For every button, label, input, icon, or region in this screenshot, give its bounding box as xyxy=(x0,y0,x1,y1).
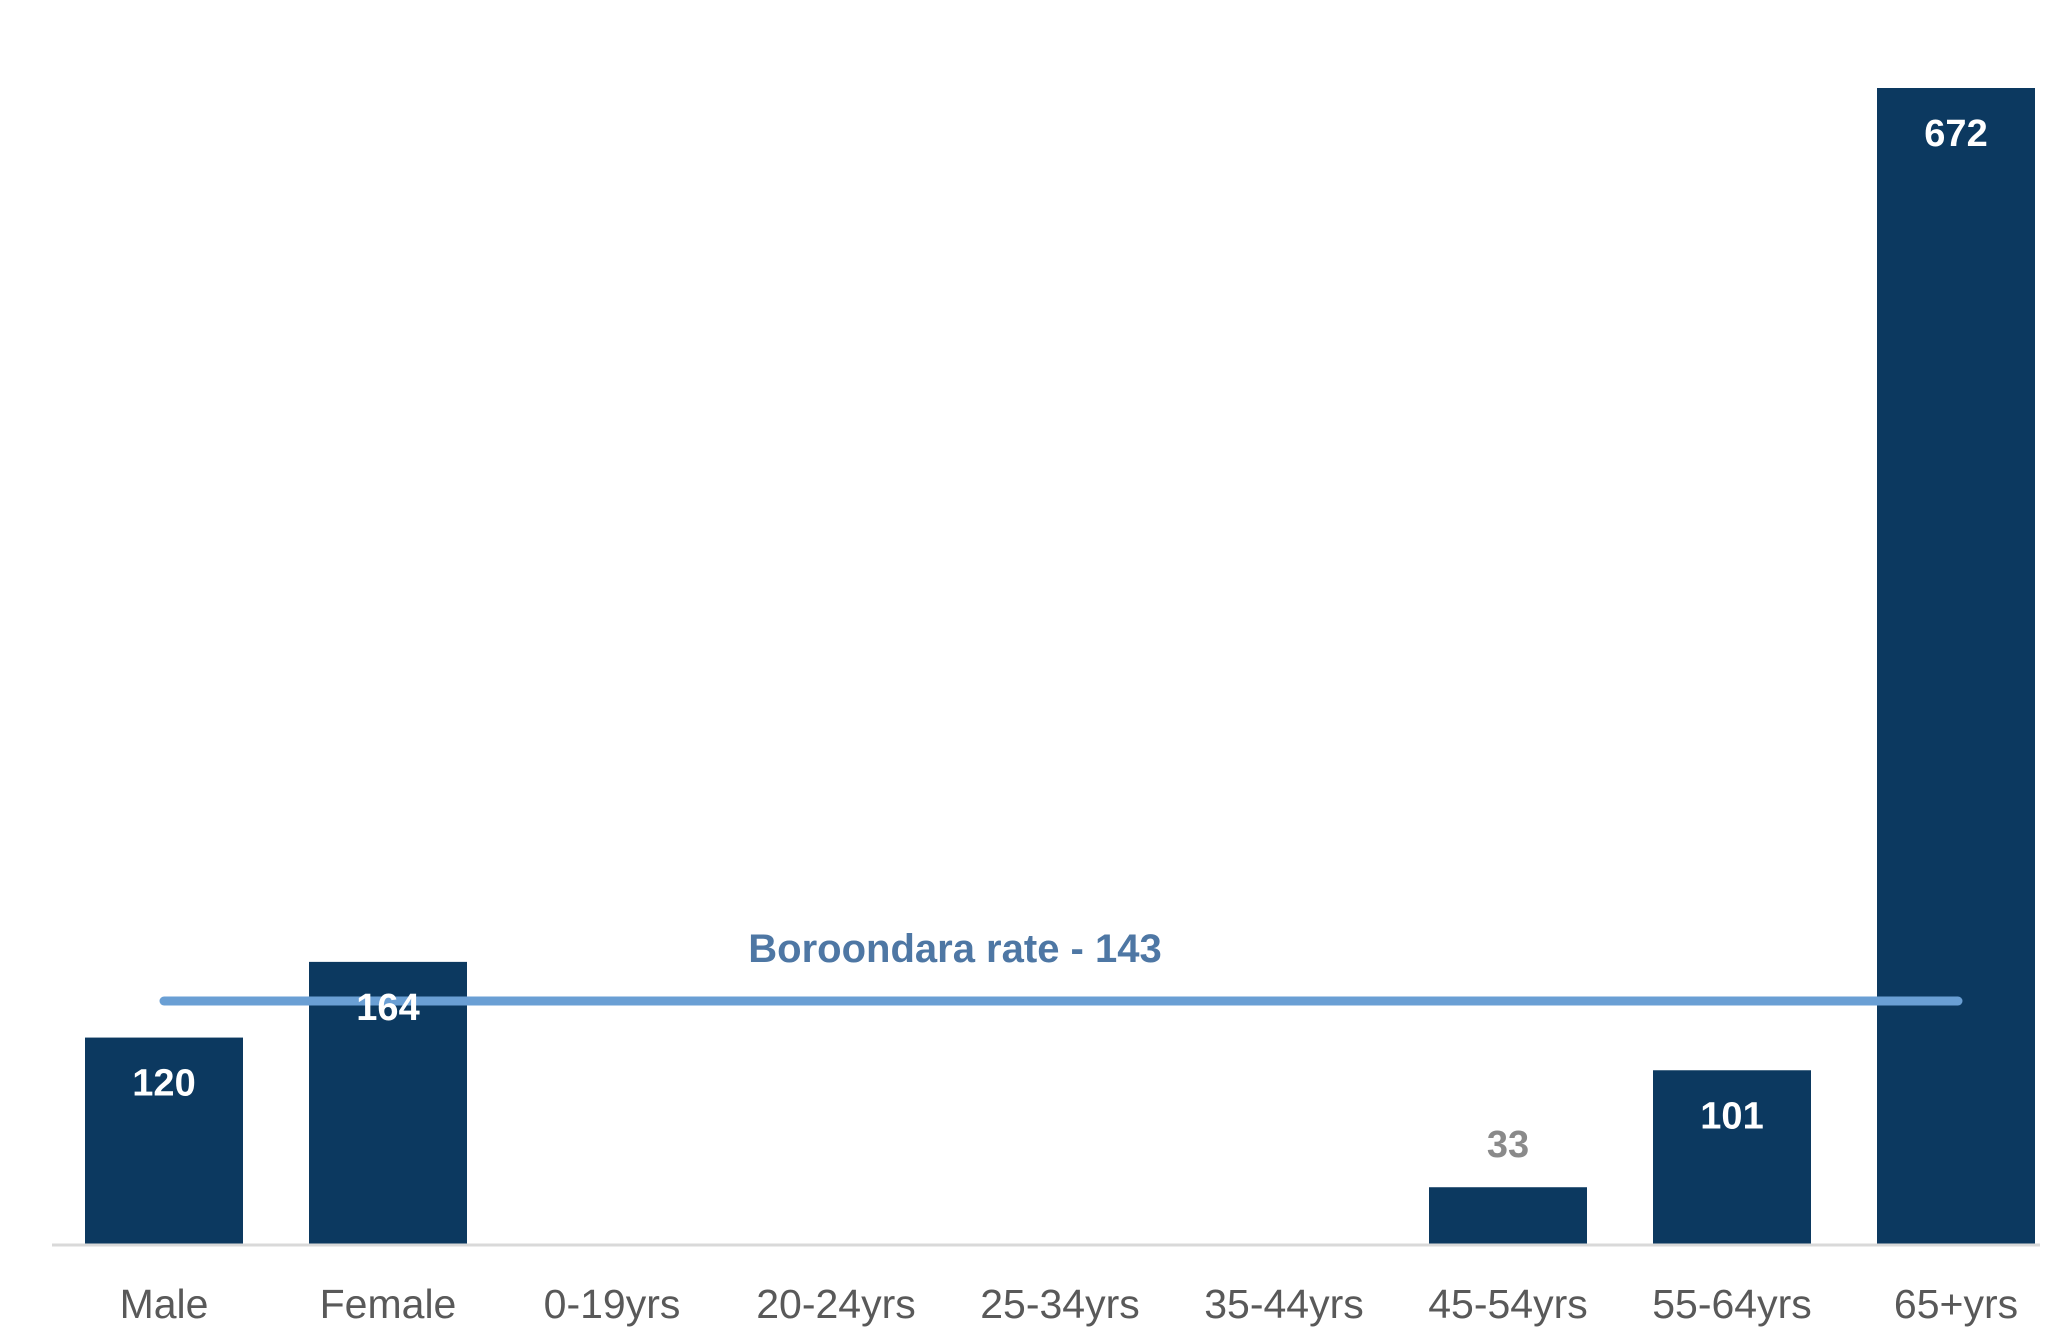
data-label-female: 164 xyxy=(356,987,419,1029)
bar-female xyxy=(309,961,467,1244)
x-tick-label-20-24yrs: 20-24yrs xyxy=(756,1281,916,1327)
x-tick-label-male: Male xyxy=(120,1281,209,1327)
data-label-45-54yrs: 33 xyxy=(1487,1124,1529,1166)
x-tick-label-55-64yrs: 55-64yrs xyxy=(1652,1281,1812,1327)
boroondara-rate-label: Boroondara rate - 143 xyxy=(748,927,1161,971)
bar-55-64yrs xyxy=(1653,1070,1811,1244)
data-label-55-64yrs: 101 xyxy=(1700,1095,1763,1137)
data-labels-layer: 120 164 33 101 672 xyxy=(132,113,1987,1166)
x-tick-label-0-19yrs: 0-19yrs xyxy=(544,1281,681,1327)
data-label-male: 120 xyxy=(132,1063,195,1105)
bars-layer xyxy=(85,88,2035,1244)
x-tick-labels: Male Female 0-19yrs 20-24yrs 25-34yrs 35-44yr… xyxy=(120,1281,2019,1327)
x-tick-label-45-54yrs: 45-54yrs xyxy=(1428,1281,1588,1327)
x-tick-label-65-yrs: 65+yrs xyxy=(1894,1281,2018,1327)
data-label-65-yrs: 672 xyxy=(1924,113,1987,155)
bar-65-yrs xyxy=(1877,88,2035,1244)
x-tick-label-25-34yrs: 25-34yrs xyxy=(980,1281,1140,1327)
x-tick-label-female: Female xyxy=(320,1281,457,1327)
reference-line-layer: Boroondara rate - 143 xyxy=(159,927,1963,1006)
x-tick-label-35-44yrs: 35-44yrs xyxy=(1204,1281,1364,1327)
bar-male xyxy=(85,1037,243,1244)
bar-45-54yrs xyxy=(1429,1187,1587,1244)
